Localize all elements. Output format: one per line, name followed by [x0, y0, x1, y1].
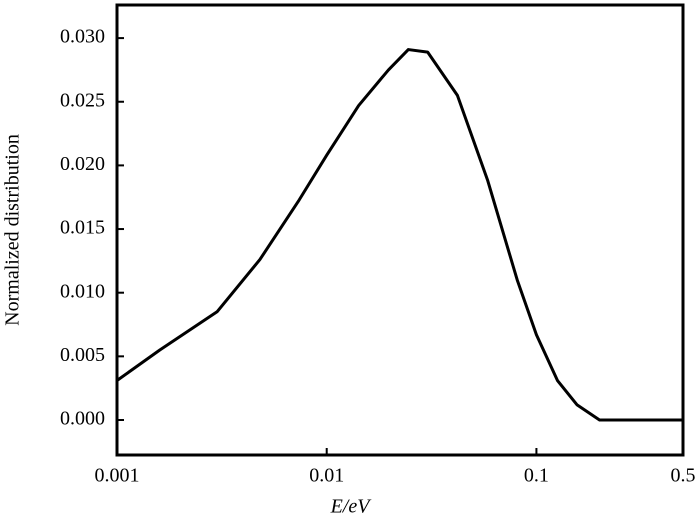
- y-tick-label: 0.000: [60, 408, 105, 430]
- y-tick-label: 0.005: [60, 344, 105, 366]
- x-axis-label: E/eV: [330, 496, 373, 518]
- y-tick-label: 0.020: [60, 153, 105, 175]
- y-tick-label: 0.015: [60, 217, 105, 239]
- x-tick-label: 0.1: [524, 465, 549, 487]
- y-tick-label: 0.010: [60, 280, 105, 302]
- data-line: [116, 48, 683, 422]
- y-tick-label: 0.030: [60, 26, 105, 48]
- y-tick-label: 0.025: [60, 89, 105, 111]
- plot-frame: [115, 3, 685, 457]
- x-tick-label: 0.5: [671, 465, 696, 487]
- x-tick-label: 0.01: [309, 465, 344, 487]
- x-tick-label: 0.001: [95, 465, 140, 487]
- y-axis-label: Normalized distribution: [2, 134, 24, 326]
